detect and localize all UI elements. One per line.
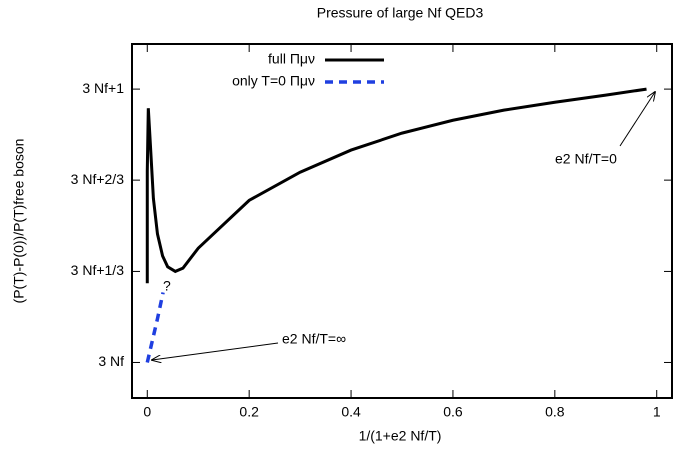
series-line <box>145 292 165 363</box>
chart-title: Pressure of large Nf QED3 <box>317 5 484 21</box>
x-tick-label: 1 <box>653 404 661 420</box>
y-tick-label: 3 Nf+1 <box>82 80 124 96</box>
x-tick-label: 0.4 <box>341 404 361 420</box>
legend-label: full Πμν <box>268 51 315 67</box>
annotation: e2 Nf/T=∞ <box>282 331 346 347</box>
y-axis-label: (P(T)-P(0))/P(T)free boson <box>11 139 27 304</box>
x-axis-label: 1/(1+e2 Nf/T) <box>359 428 442 444</box>
arrow <box>619 92 655 147</box>
legend-label: only T=0 Πμν <box>232 73 315 89</box>
annotation: e2 Nf/T=0 <box>555 151 617 167</box>
annotation: ? <box>163 278 171 294</box>
y-tick-label: 3 Nf <box>98 353 124 369</box>
x-tick-label: 0.6 <box>443 404 463 420</box>
y-tick-label: 3 Nf+1/3 <box>71 262 125 278</box>
series-line <box>145 87 647 284</box>
arrow <box>152 342 279 360</box>
x-tick-label: 0.2 <box>239 404 259 420</box>
x-tick-label: 0.8 <box>545 404 565 420</box>
x-tick-label: 0 <box>143 404 151 420</box>
plot-frame <box>131 43 673 399</box>
y-tick-label: 3 Nf+2/3 <box>71 171 125 187</box>
